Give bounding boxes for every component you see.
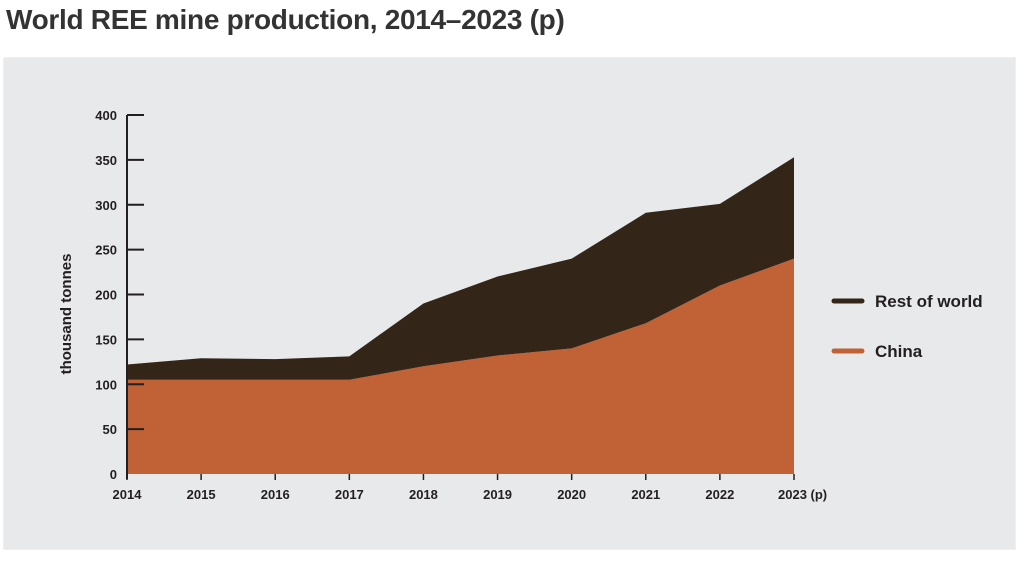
y-tick-label: 50 (103, 422, 117, 437)
areas-group (127, 157, 794, 474)
y-axis-title: thousand tonnes (58, 254, 75, 375)
page-title: World REE mine production, 2014–2023 (p) (6, 4, 565, 35)
x-tick-label: 2023 (p) (778, 487, 827, 502)
legend: Rest of world China (831, 292, 983, 361)
y-tick-label: 200 (95, 288, 117, 303)
y-tick-labels: 0 50 100 150 200 250 300 350 400 (95, 108, 117, 482)
x-tick-label: 2015 (187, 487, 216, 502)
y-tick-label: 250 (95, 243, 117, 258)
area-china (127, 258, 794, 474)
x-tick-label: 2020 (557, 487, 586, 502)
axes-group (126, 114, 795, 480)
y-tick-label: 100 (95, 377, 117, 392)
y-tick-label: 350 (95, 153, 117, 168)
legend-label: Rest of world (875, 292, 983, 311)
x-tick-labels: 2014 2015 2016 2017 2018 2019 2020 2021 2022 2023… (113, 487, 828, 502)
x-tick-label: 2018 (409, 487, 438, 502)
x-tick-label: 2016 (261, 487, 290, 502)
x-tick-label: 2017 (335, 487, 364, 502)
y-tick-label: 400 (95, 108, 117, 123)
y-tick-label: 150 (95, 332, 117, 347)
y-tick-label: 300 (95, 198, 117, 213)
x-tick-label: 2022 (705, 487, 734, 502)
area-rest-of-world (127, 157, 794, 380)
y-tick-label: 0 (110, 467, 117, 482)
x-tick-label: 2021 (631, 487, 660, 502)
legend-label: China (875, 342, 923, 361)
x-tick-label: 2019 (483, 487, 512, 502)
x-tick-label: 2014 (113, 487, 143, 502)
